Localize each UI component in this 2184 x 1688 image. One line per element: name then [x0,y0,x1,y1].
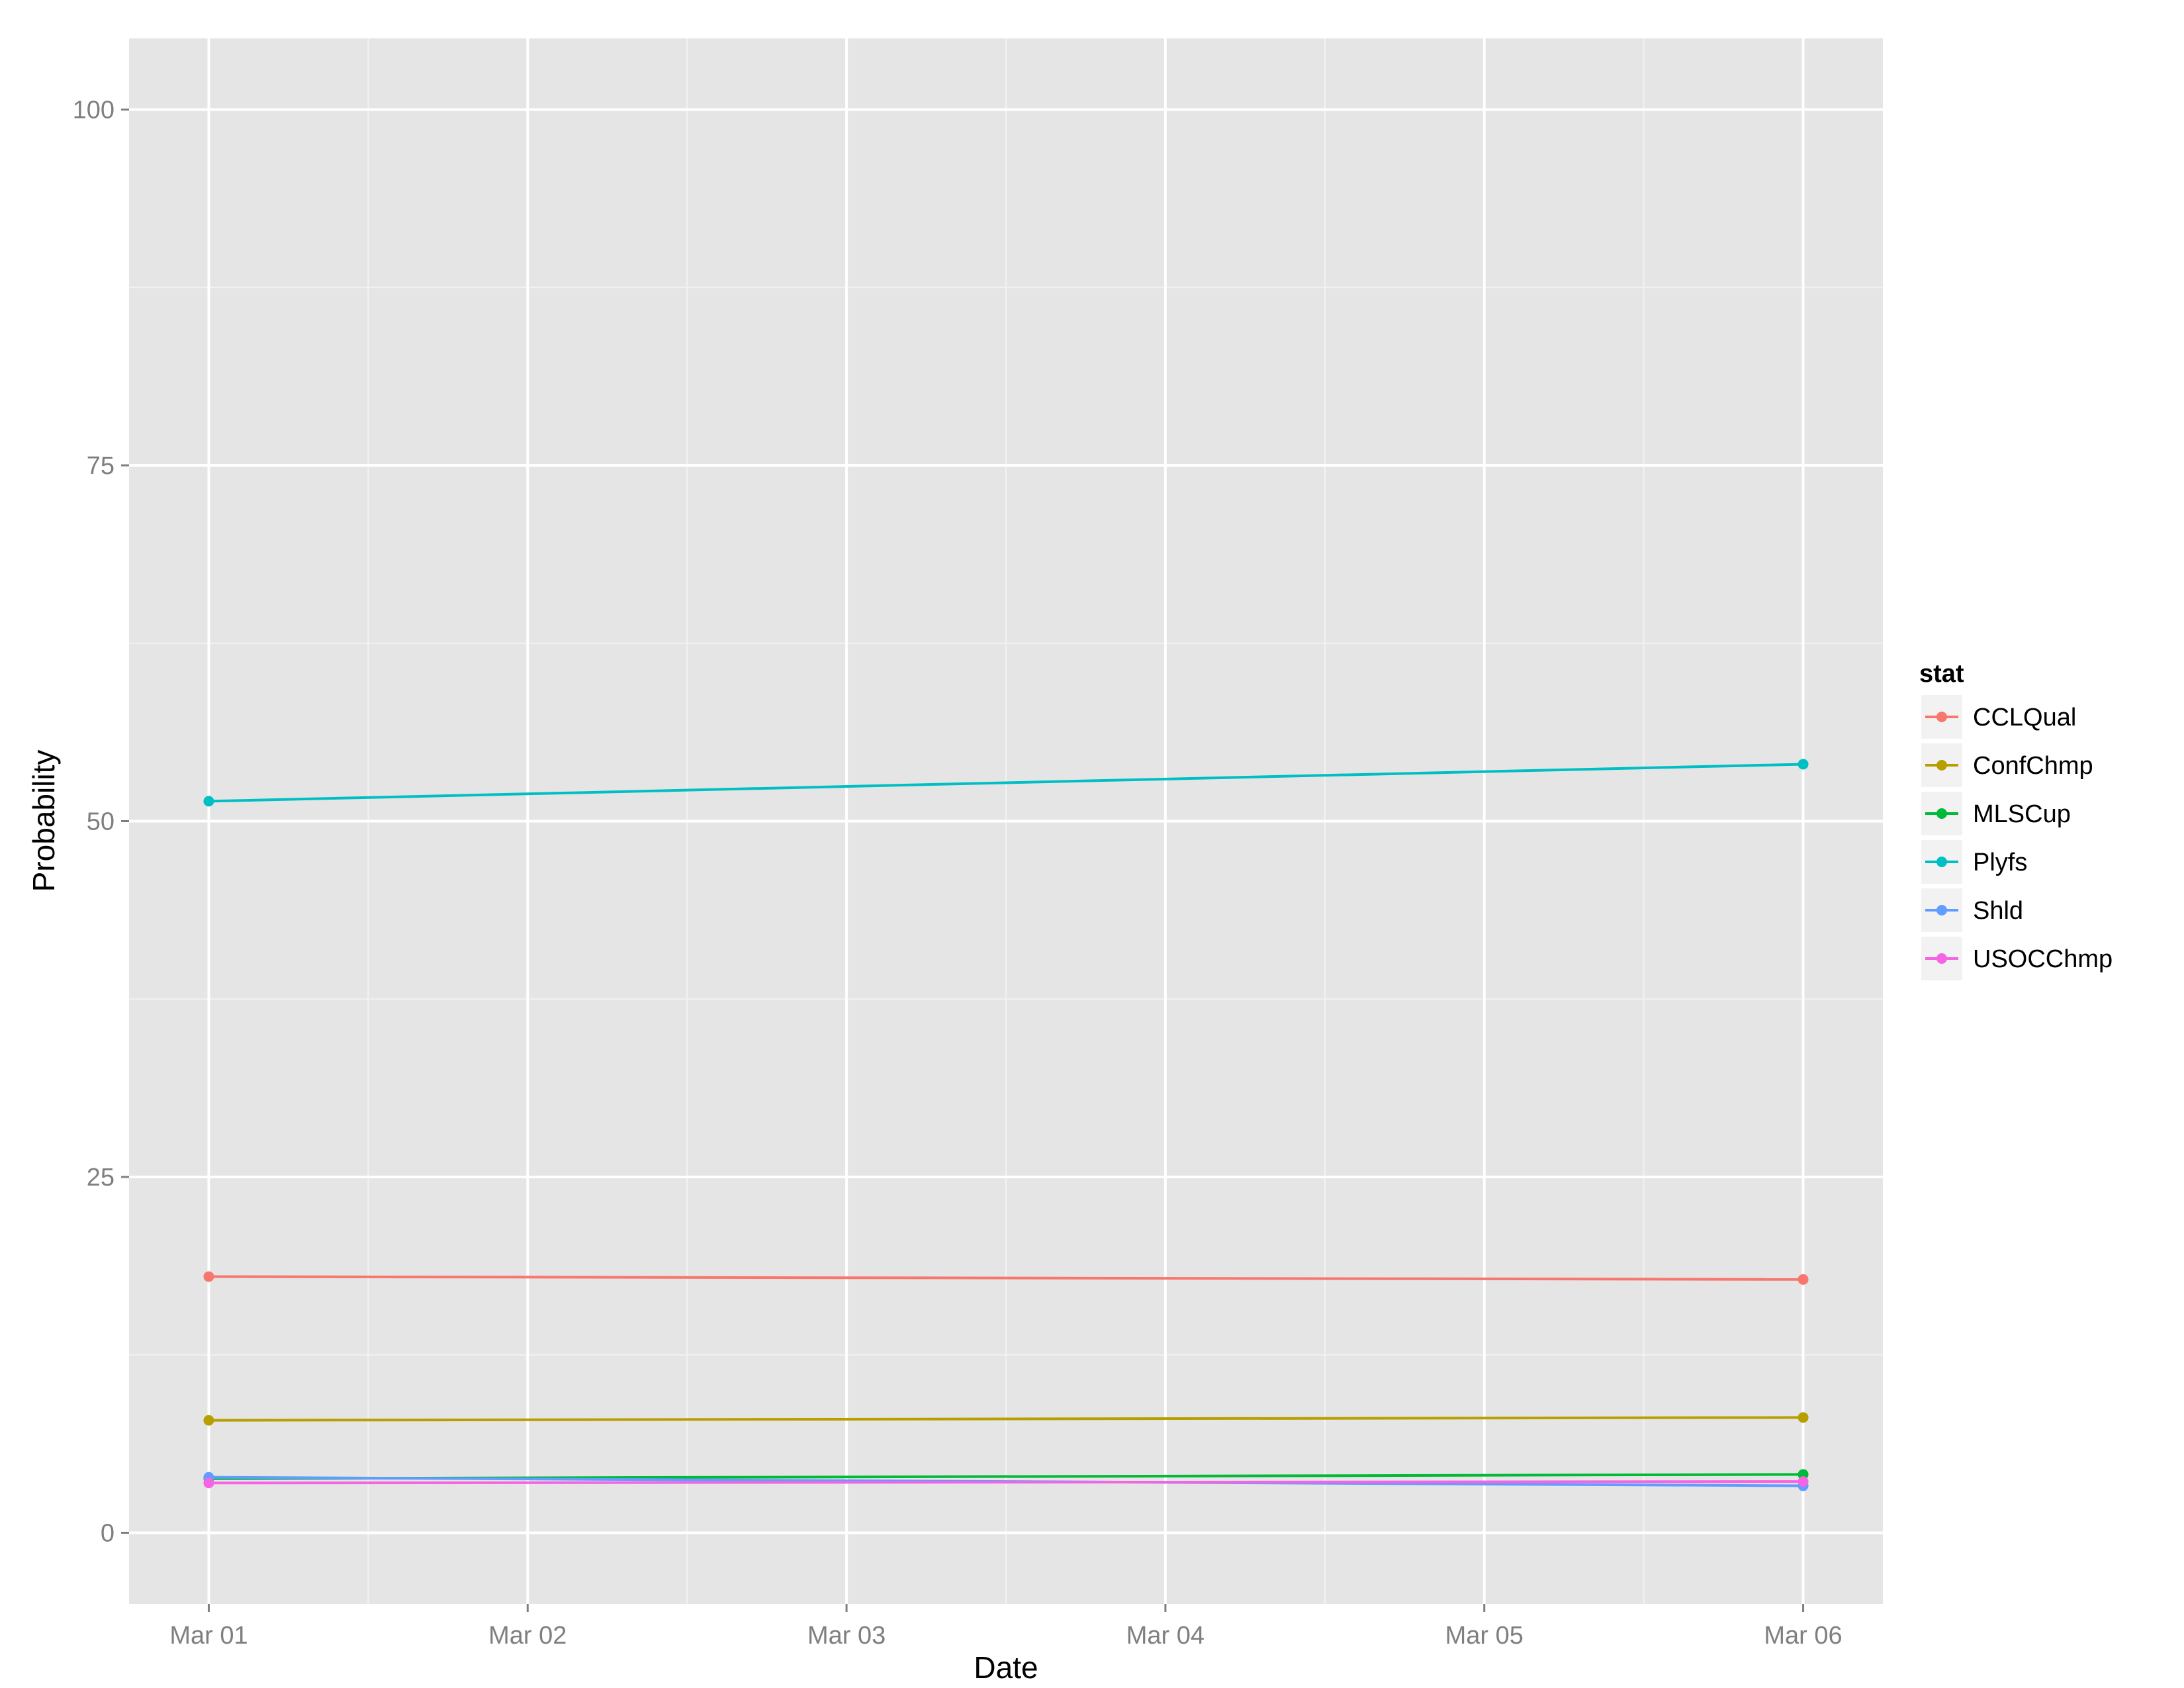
legend-key-point [1936,953,1947,964]
data-point [203,1477,214,1489]
legend-item: CCLQual [1921,695,2076,739]
series-layer [203,759,1809,1491]
series-line [208,1275,1803,1281]
x-tick-label: Mar 02 [488,1622,567,1650]
legend-item: USOCChmp [1921,937,2113,980]
legend-label: MLSCup [1973,800,2071,828]
legend-title: stat [1919,660,1964,688]
data-point [203,1415,214,1426]
major-gridlines [129,38,1883,1604]
series-line [208,1416,1803,1422]
x-axis-ticks: Mar 01 Mar 02 Mar 03 Mar 04 Mar 05 Mar 06 [169,1604,1843,1650]
legend-items: CCLQual ConfChmp MLSCup Plyfs Shld USOCChmp [1921,695,2113,980]
legend-key-point [1936,905,1947,915]
legend-item: Plyfs [1921,840,2027,884]
x-axis-title: Date [974,1650,1038,1685]
series-cclqual [203,1271,1809,1285]
legend-label: CCLQual [1973,704,2076,731]
series-line [208,1480,1803,1485]
series-confchmp [203,1412,1809,1426]
y-axis-title: Probability [26,750,61,892]
legend-label: USOCChmp [1973,945,2113,973]
legend-label: Plyfs [1973,849,2027,876]
data-point [203,796,214,807]
y-axis-ticks: 0 25 50 75 100 [73,97,129,1548]
y-tick-label: 25 [87,1164,114,1192]
legend-key-point [1936,760,1947,771]
legend-label: Shld [1973,897,2023,925]
legend-item: MLSCup [1921,792,2071,835]
x-tick-label: Mar 06 [1764,1622,1842,1650]
legend: stat CCLQual ConfChmp MLSCup Plyfs Shld USOCC… [1919,660,2113,980]
legend-item: Shld [1921,888,2023,932]
series-usocchmp [203,1476,1809,1489]
y-tick-label: 50 [87,808,114,836]
x-tick-label: Mar 05 [1445,1622,1524,1650]
data-point [1797,1476,1809,1487]
y-tick-label: 75 [87,452,114,480]
data-point [1797,1274,1809,1285]
x-tick-label: Mar 01 [169,1622,248,1650]
series-line [208,763,1803,803]
legend-key-point [1936,808,1947,819]
series-plyfs [203,759,1809,807]
x-tick-label: Mar 03 [807,1622,886,1650]
data-point [1797,759,1809,770]
y-tick-label: 0 [101,1520,114,1548]
legend-key-point [1936,857,1947,867]
y-tick-label: 100 [73,97,114,124]
x-tick-label: Mar 04 [1126,1622,1205,1650]
legend-label: ConfChmp [1973,752,2093,780]
legend-key-point [1936,712,1947,722]
data-point [203,1271,214,1282]
legend-item: ConfChmp [1921,743,2093,787]
data-point [1797,1412,1809,1423]
